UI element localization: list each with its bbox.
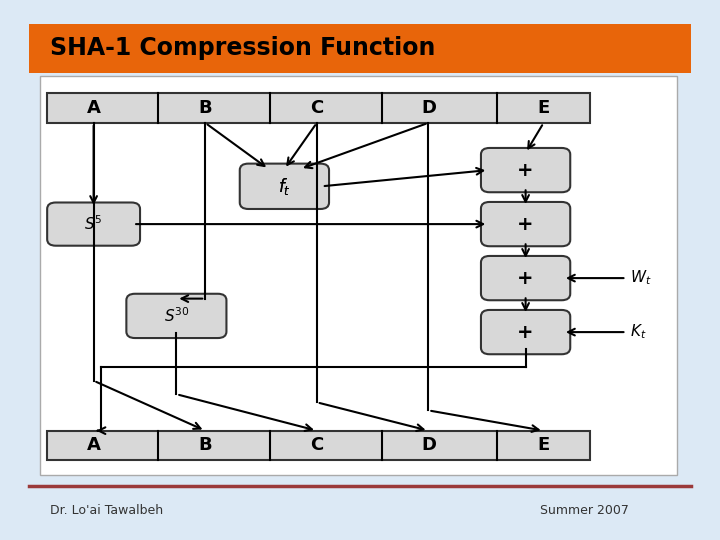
Text: D: D bbox=[421, 436, 436, 455]
Text: $S^5$: $S^5$ bbox=[84, 215, 103, 233]
Text: +: + bbox=[518, 268, 534, 288]
Text: Dr. Lo'ai Tawalbeh: Dr. Lo'ai Tawalbeh bbox=[50, 504, 163, 517]
Text: A: A bbox=[86, 436, 101, 455]
FancyBboxPatch shape bbox=[127, 294, 226, 338]
FancyBboxPatch shape bbox=[40, 76, 677, 475]
Text: SHA-1 Compression Function: SHA-1 Compression Function bbox=[50, 36, 436, 59]
Text: +: + bbox=[518, 214, 534, 234]
FancyBboxPatch shape bbox=[47, 93, 590, 123]
Text: +: + bbox=[518, 322, 534, 342]
FancyBboxPatch shape bbox=[240, 164, 329, 209]
Text: $f_t$: $f_t$ bbox=[278, 176, 291, 197]
Text: +: + bbox=[518, 160, 534, 180]
FancyBboxPatch shape bbox=[481, 202, 570, 246]
Text: B: B bbox=[199, 436, 212, 455]
Text: C: C bbox=[310, 436, 323, 455]
Text: A: A bbox=[86, 99, 101, 117]
Text: E: E bbox=[537, 99, 550, 117]
FancyBboxPatch shape bbox=[29, 24, 691, 73]
Text: Summer 2007: Summer 2007 bbox=[540, 504, 629, 517]
FancyBboxPatch shape bbox=[48, 202, 140, 246]
FancyBboxPatch shape bbox=[481, 310, 570, 354]
Text: C: C bbox=[310, 99, 323, 117]
FancyBboxPatch shape bbox=[47, 431, 590, 460]
Text: B: B bbox=[199, 99, 212, 117]
Text: E: E bbox=[537, 436, 550, 455]
Text: D: D bbox=[421, 99, 436, 117]
Text: $f_t$: $f_t$ bbox=[278, 176, 291, 197]
FancyBboxPatch shape bbox=[481, 256, 570, 300]
FancyBboxPatch shape bbox=[481, 148, 570, 192]
Text: $W_t$: $W_t$ bbox=[630, 269, 652, 287]
Text: $S^{30}$: $S^{30}$ bbox=[163, 307, 189, 325]
Text: $K_t$: $K_t$ bbox=[630, 323, 647, 341]
